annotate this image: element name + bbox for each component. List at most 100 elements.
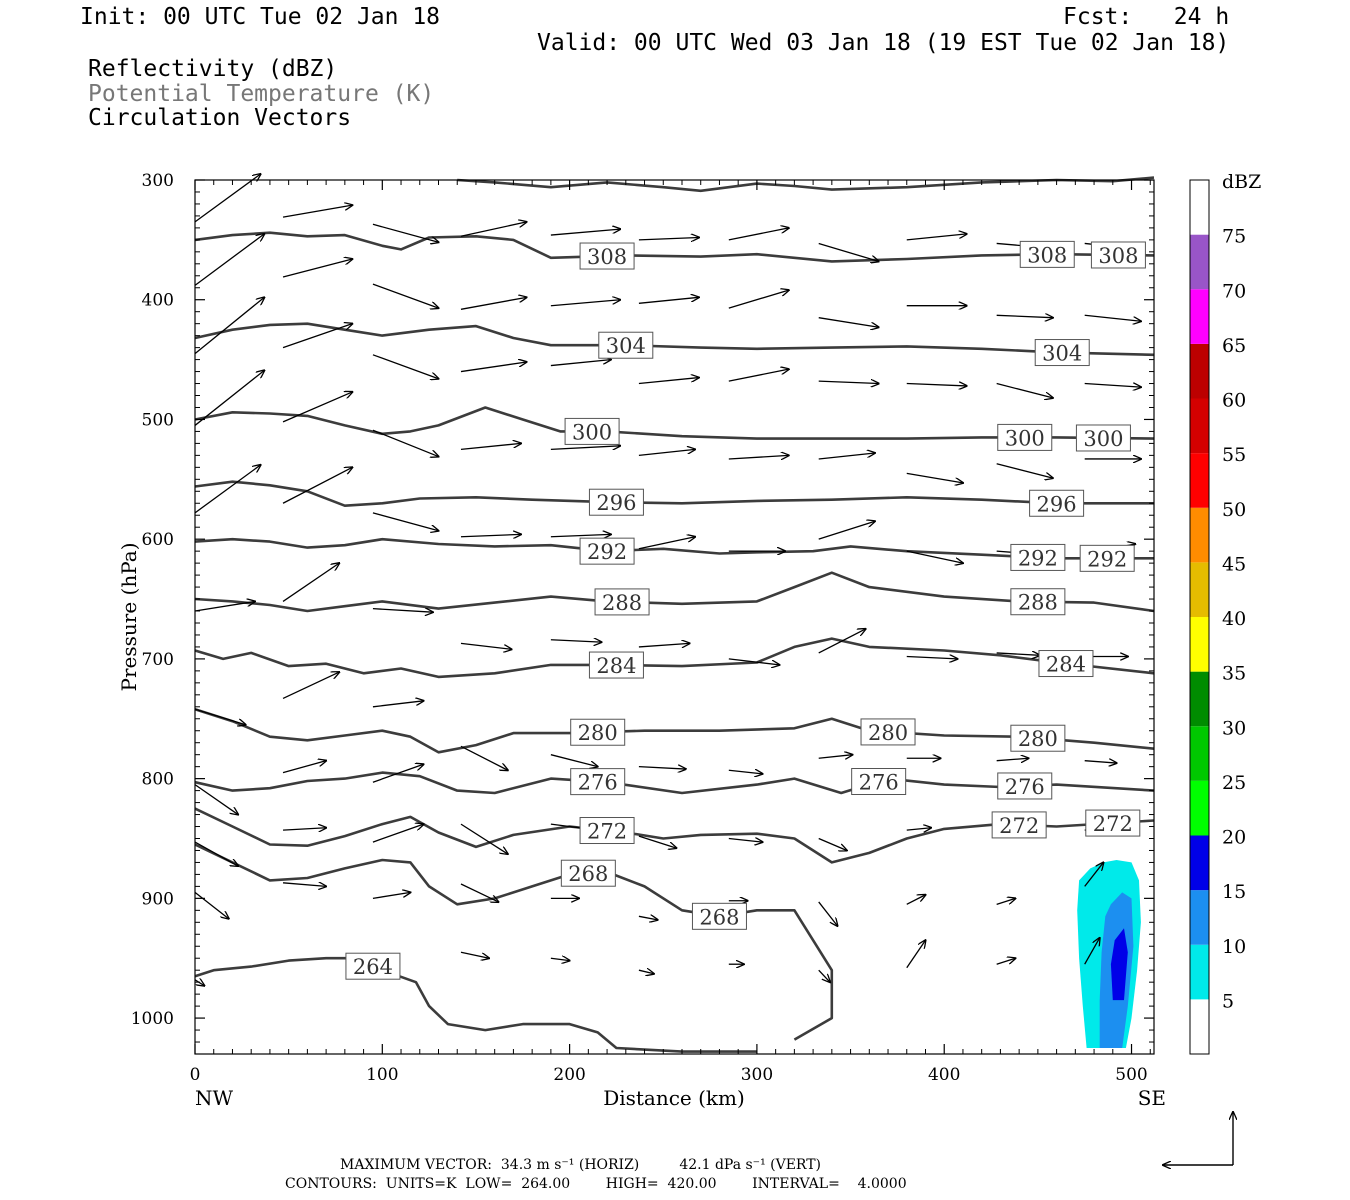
contour-label: 280 bbox=[868, 721, 908, 745]
colorbar-tick-label: 30 bbox=[1222, 717, 1246, 739]
contour-label: 292 bbox=[1018, 546, 1058, 570]
circulation-vector bbox=[550, 446, 620, 450]
contour-label-box bbox=[1010, 588, 1066, 616]
contour-label: 268 bbox=[699, 905, 739, 929]
circulation-vector bbox=[282, 563, 339, 602]
colorbar-tick-label: 40 bbox=[1222, 608, 1246, 630]
contour-284k bbox=[194, 637, 1155, 679]
circulation-vector bbox=[194, 370, 264, 426]
contour-labels: 264 268 268 272 272 272 276 276 276 280 280 280 284 2… bbox=[345, 240, 1146, 980]
circulation-vector bbox=[460, 443, 521, 451]
circulation-vector bbox=[460, 951, 489, 958]
contour-label-box bbox=[1029, 489, 1085, 517]
contour-label-box bbox=[997, 423, 1053, 451]
colorbar-tick-label: 60 bbox=[1222, 390, 1246, 412]
circulation-vector bbox=[996, 653, 1040, 655]
x-tick-label: 400 bbox=[928, 1065, 960, 1085]
contour-label: 308 bbox=[1027, 243, 1067, 267]
colorbar-tick-label: 20 bbox=[1222, 827, 1246, 849]
contour-label: 292 bbox=[1087, 547, 1127, 571]
colorbar-segment bbox=[1190, 835, 1209, 891]
contour-label: 268 bbox=[568, 862, 608, 886]
contour-label: 276 bbox=[578, 771, 618, 795]
circulation-vector bbox=[460, 745, 508, 770]
contour-label: 304 bbox=[1042, 342, 1082, 366]
circulation-vector bbox=[372, 892, 410, 899]
circulation-vector bbox=[818, 629, 866, 654]
colorbar-tick-label: 50 bbox=[1222, 499, 1246, 521]
contour-label-box bbox=[594, 588, 650, 616]
colorbar-segment bbox=[1190, 671, 1209, 727]
circulation-vector bbox=[996, 463, 1053, 478]
circulation-vector bbox=[194, 297, 264, 355]
colorbar-tick-label: 15 bbox=[1222, 881, 1246, 903]
colorbar-segment bbox=[1190, 617, 1209, 672]
contour-label-box bbox=[345, 952, 401, 980]
colorbar-tick-label: 35 bbox=[1222, 663, 1246, 685]
contour-label: 272 bbox=[1093, 812, 1133, 836]
circulation-vector bbox=[818, 317, 879, 328]
contour-label: 276 bbox=[1005, 775, 1045, 799]
circulation-vector bbox=[818, 381, 879, 383]
circulation-vector bbox=[1084, 862, 1104, 887]
colorbar-segment bbox=[1190, 780, 1209, 836]
contour-label-box bbox=[1079, 544, 1135, 572]
reference-vector-icon bbox=[1163, 1112, 1233, 1165]
x-tick-label: 300 bbox=[741, 1065, 773, 1085]
field-reflectivity-label: Reflectivity (dBZ) bbox=[88, 56, 338, 82]
circulation-vector bbox=[460, 534, 521, 536]
contour-264k bbox=[194, 956, 757, 1053]
y-axis-title: Pressure (hPa) bbox=[117, 543, 141, 692]
contour-label-box bbox=[1010, 724, 1066, 752]
contour-268k bbox=[194, 843, 834, 1041]
contour-label: 272 bbox=[587, 820, 627, 844]
contour-label-box bbox=[570, 718, 626, 746]
circulation-vector bbox=[638, 297, 699, 304]
field-potential-temperature-label: Potential Temperature (K) bbox=[88, 81, 435, 107]
circulation-vector bbox=[194, 174, 261, 223]
contour-label-box bbox=[564, 417, 620, 445]
contour-label: 308 bbox=[587, 245, 627, 269]
circulation-vector bbox=[194, 465, 261, 514]
colorbar-tick-label: 5 bbox=[1222, 990, 1234, 1012]
circulation-vector bbox=[996, 958, 1016, 965]
contour-label: 288 bbox=[1018, 591, 1058, 615]
colorbar-tick-label: 25 bbox=[1222, 772, 1246, 794]
circulation-vector bbox=[728, 658, 780, 665]
field-circulation-vectors-label: Circulation Vectors bbox=[88, 105, 352, 131]
circulation-vector bbox=[460, 222, 527, 237]
y-tick-label: 700 bbox=[142, 650, 174, 670]
contour-info-note: CONTOURS: UNITS=K LOW= 264.00 HIGH= 420.… bbox=[285, 1176, 907, 1192]
circulation-vector bbox=[906, 234, 967, 241]
circulation-vector bbox=[996, 315, 1053, 317]
circulation-vector bbox=[282, 392, 352, 423]
y-tick-label: 800 bbox=[142, 770, 174, 790]
circulation-vector bbox=[906, 472, 963, 483]
reflectivity-cell-15dbz bbox=[1110, 928, 1128, 1001]
circulation-vector bbox=[194, 841, 238, 866]
contour-label: 304 bbox=[606, 334, 646, 358]
init-time-label: Init: 00 UTC Tue 02 Jan 18 bbox=[80, 4, 441, 30]
colorbar-segment-above bbox=[1190, 180, 1209, 235]
y-tick-label: 1000 bbox=[131, 1009, 174, 1029]
circulation-vector bbox=[996, 382, 1053, 398]
colorbar-segment bbox=[1190, 562, 1209, 617]
circulation-vector bbox=[818, 837, 847, 850]
contour-label: 300 bbox=[1083, 427, 1123, 451]
circulation-vector bbox=[638, 449, 695, 457]
circulation-vector bbox=[372, 223, 439, 242]
contour-label-box bbox=[570, 768, 626, 796]
contour-label: 300 bbox=[572, 420, 612, 444]
circulation-vector bbox=[194, 708, 246, 725]
colorbar-segment bbox=[1190, 507, 1209, 563]
colorbar-segment bbox=[1190, 890, 1209, 945]
circulation-vector bbox=[372, 512, 439, 531]
axis-ticks: 300 400 500 600 700 800 900 1000 0 100 200 300 400 50… bbox=[131, 171, 1154, 1085]
contour-label-box bbox=[1034, 339, 1090, 367]
x-tick-label: 100 bbox=[366, 1065, 398, 1085]
contour-label-box bbox=[860, 718, 916, 746]
circulation-vector bbox=[282, 672, 339, 700]
x-tick-label: 500 bbox=[1115, 1065, 1147, 1085]
circulation-vector bbox=[638, 835, 676, 848]
circulation-vector bbox=[372, 764, 424, 783]
